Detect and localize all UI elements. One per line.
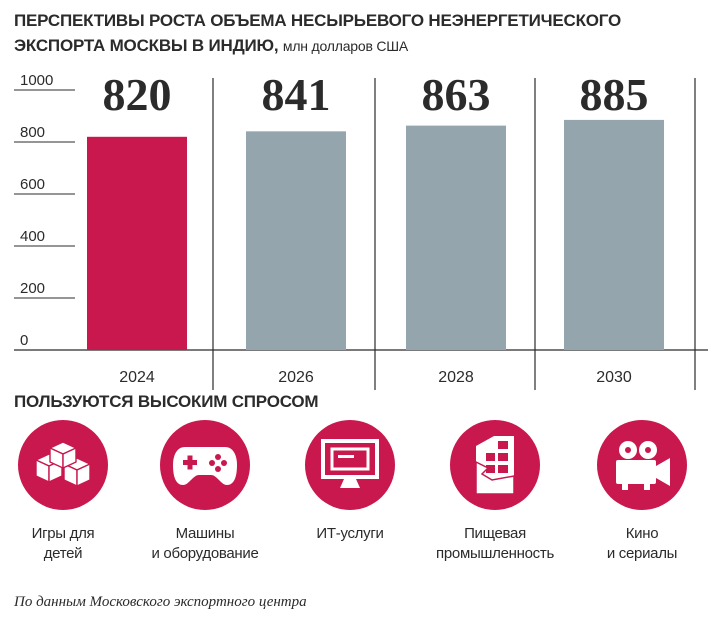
category-circle [305, 420, 395, 510]
bar-value-label: 863 [422, 69, 491, 120]
x-tick-label: 2024 [119, 369, 155, 386]
category-cinema: Кино и сериалы [572, 420, 712, 564]
bar [564, 119, 664, 351]
y-tick-label: 800 [20, 124, 45, 141]
movie-camera-icon [616, 441, 670, 490]
x-tick-label: 2028 [438, 369, 474, 386]
category-kids-games: Игры для детей [0, 420, 133, 564]
category-circle [597, 420, 687, 510]
bar [246, 131, 346, 350]
bar-chart: 0 200 400 600 800 1000 820 2024 841 2026 863 2028 88… [14, 69, 708, 390]
section-title: ПОЛЬЗУЮТСЯ ВЫСОКИМ СПРОСОМ [14, 392, 319, 411]
category-label: Машины и оборудование [151, 525, 259, 562]
y-tick-label: 600 [20, 176, 45, 193]
y-tick-label: 200 [20, 280, 45, 297]
category-circle [450, 420, 540, 510]
category-label: Пищевая промышленность [436, 525, 554, 562]
monitor-icon [321, 439, 379, 488]
category-label: Кино и сериалы [606, 525, 678, 562]
category-it-services: ИТ-услуги [280, 420, 420, 544]
category-label: ИТ-услуги [316, 525, 384, 542]
category-machinery: Машины и оборудование [135, 420, 275, 564]
gamepad-icon [173, 447, 237, 485]
chocolate-bar-icon [475, 436, 515, 495]
chart-title-main: ПЕРСПЕКТИВЫ РОСТА ОБЪЕМА НЕСЫРЬЕВОГО НЕЭ… [14, 11, 622, 55]
chart-title: ПЕРСПЕКТИВЫ РОСТА ОБЪЕМА НЕСЫРЬЕВОГО НЕЭ… [14, 8, 654, 59]
bar [406, 125, 506, 351]
bar-value-label: 885 [580, 69, 649, 120]
toy-blocks-icon [35, 441, 91, 487]
category-label: Игры для детей [31, 525, 95, 562]
x-tick-label: 2026 [278, 369, 314, 386]
y-tick-label: 1000 [20, 72, 53, 89]
y-tick-label: 0 [20, 332, 28, 349]
category-food-industry: Пищевая промышленность [425, 420, 565, 564]
bar-value-label: 841 [262, 69, 331, 120]
bar-value-label: 820 [103, 69, 172, 120]
category-circle [18, 420, 108, 510]
y-tick-label: 400 [20, 228, 45, 245]
x-tick-label: 2030 [596, 369, 632, 386]
source-note: По данным Московского экспортного центра [14, 594, 307, 610]
category-circle [160, 420, 250, 510]
bar [87, 136, 187, 350]
chart-title-unit: млн долларов США [282, 38, 409, 54]
